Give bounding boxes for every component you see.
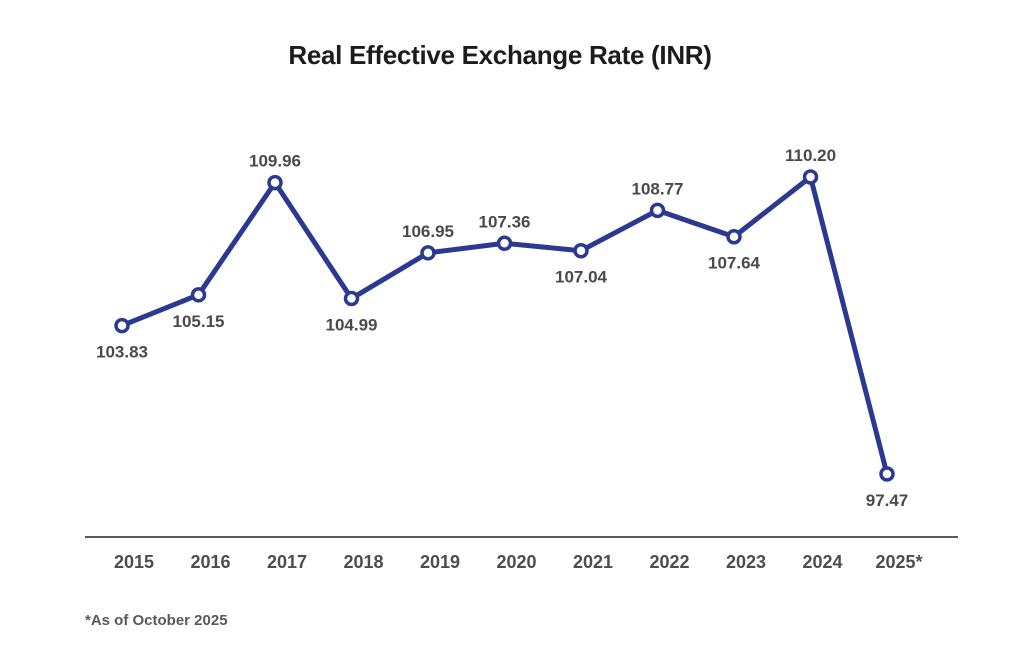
value-label-2017: 109.96	[249, 152, 301, 171]
data-point-2022	[649, 202, 666, 219]
x-tick-label-2024: 2024	[802, 552, 842, 572]
data-point-2023	[726, 228, 742, 245]
x-tick-label-2023: 2023	[726, 552, 766, 572]
x-tick-label-2015: 2015	[114, 552, 154, 572]
value-label-2023: 107.64	[708, 254, 761, 273]
value-label-2024: 110.20	[785, 146, 836, 165]
footnote: *As of October 2025	[85, 612, 228, 629]
data-point-2019	[420, 245, 436, 261]
x-tick-label-2025: 2025*	[875, 552, 922, 572]
data-point-2016	[190, 287, 207, 303]
chart-title: Real Effective Exchange Rate (INR)	[288, 40, 712, 70]
x-tick-label-2016: 2016	[190, 552, 230, 572]
x-tick-label-2019: 2019	[420, 552, 460, 572]
data-point-2018	[343, 290, 360, 307]
x-tick-label-2020: 2020	[496, 552, 536, 572]
x-tick-label-2018: 2018	[343, 552, 383, 572]
value-label-2021: 107.04	[555, 268, 608, 287]
x-tick-label-2021: 2021	[573, 552, 613, 572]
x-tick-label-2022: 2022	[649, 552, 689, 572]
value-label-2019: 106.95	[402, 222, 454, 241]
data-point-2020	[496, 235, 513, 252]
value-label-2016: 105.15	[173, 312, 225, 331]
x-tick-label-2017: 2017	[267, 552, 307, 572]
value-label-2018: 104.99	[326, 316, 378, 335]
value-label-2015: 103.83	[96, 343, 148, 362]
data-point-2025	[879, 466, 895, 482]
value-label-2025: 97.47	[866, 491, 909, 510]
data-point-2017	[267, 174, 283, 191]
value-label-2022: 108.77	[632, 179, 684, 198]
data-point-2021	[573, 242, 589, 259]
data-point-2024	[802, 169, 819, 185]
data-point-2015	[114, 317, 130, 334]
value-label-2020: 107.36	[479, 212, 531, 231]
